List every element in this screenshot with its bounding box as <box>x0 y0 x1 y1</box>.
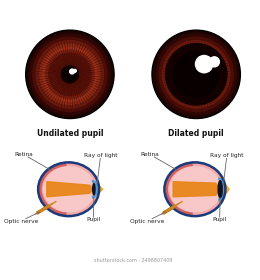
Circle shape <box>43 47 97 101</box>
Circle shape <box>64 68 76 81</box>
Text: Undilated pupil: Undilated pupil <box>37 129 103 138</box>
Circle shape <box>49 53 91 95</box>
Circle shape <box>70 69 75 74</box>
Circle shape <box>175 53 217 95</box>
Circle shape <box>46 50 94 99</box>
Circle shape <box>156 34 236 115</box>
Circle shape <box>162 41 230 108</box>
Text: Retina: Retina <box>140 152 178 170</box>
Circle shape <box>196 55 213 73</box>
Circle shape <box>153 31 239 117</box>
Circle shape <box>169 47 223 101</box>
Circle shape <box>33 37 107 111</box>
Circle shape <box>74 69 76 72</box>
Polygon shape <box>47 182 93 197</box>
Circle shape <box>30 34 110 115</box>
Circle shape <box>40 44 100 104</box>
Circle shape <box>172 50 220 99</box>
Circle shape <box>209 57 219 67</box>
Text: Ray of light: Ray of light <box>84 153 117 184</box>
Ellipse shape <box>44 167 95 212</box>
Circle shape <box>173 52 219 97</box>
Circle shape <box>27 31 113 117</box>
Text: Dilated pupil: Dilated pupil <box>168 129 224 138</box>
Circle shape <box>26 30 114 118</box>
Circle shape <box>36 41 103 108</box>
Text: shutterstock.com · 2498807409: shutterstock.com · 2498807409 <box>94 258 172 263</box>
Text: Optic nerve: Optic nerve <box>4 212 40 224</box>
Circle shape <box>165 44 227 105</box>
Polygon shape <box>220 176 229 202</box>
Ellipse shape <box>38 162 99 216</box>
Text: Pupil: Pupil <box>212 197 227 222</box>
Text: Retina: Retina <box>14 152 51 170</box>
Polygon shape <box>173 182 220 197</box>
Circle shape <box>166 44 226 104</box>
Text: Optic nerve: Optic nerve <box>130 212 166 224</box>
Text: Ray of light: Ray of light <box>210 153 244 184</box>
Ellipse shape <box>93 184 95 195</box>
Ellipse shape <box>218 181 222 198</box>
Ellipse shape <box>164 162 225 216</box>
Circle shape <box>61 66 79 83</box>
Text: Pupil: Pupil <box>86 197 100 222</box>
Polygon shape <box>93 181 103 197</box>
Circle shape <box>159 37 233 111</box>
Ellipse shape <box>170 167 221 212</box>
Circle shape <box>152 30 240 118</box>
